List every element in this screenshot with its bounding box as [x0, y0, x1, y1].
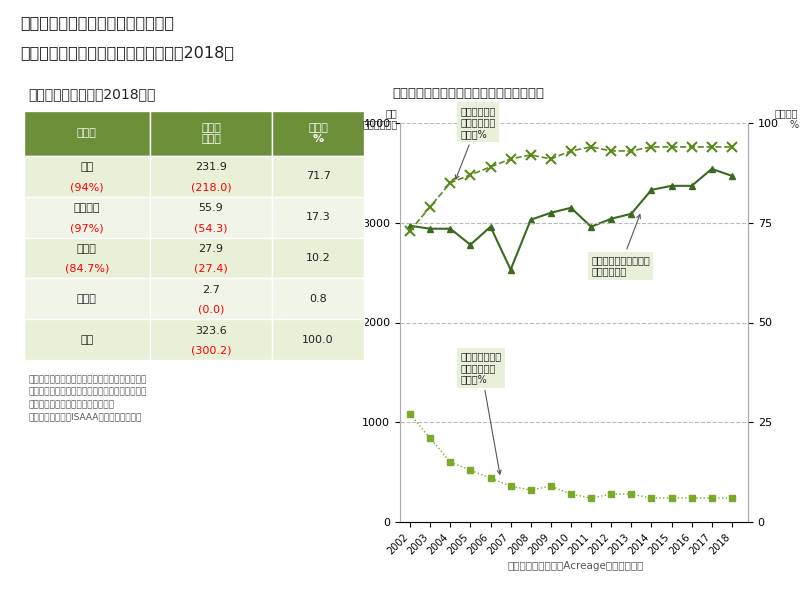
Text: (300.2): (300.2): [190, 346, 231, 355]
Text: その他: その他: [77, 294, 97, 304]
Text: 合計: 合計: [80, 335, 94, 344]
Text: (84.7%): (84.7%): [65, 264, 109, 274]
Text: 輸入量
万トン: 輸入量 万トン: [201, 122, 221, 144]
Text: 0.8: 0.8: [310, 294, 327, 304]
Text: 生産国: 生産国: [77, 128, 97, 139]
Text: (0.0): (0.0): [198, 305, 224, 314]
Text: (218.0): (218.0): [190, 182, 231, 192]
Text: 55.9: 55.9: [198, 203, 223, 213]
Text: シェア
%: シェア %: [308, 122, 328, 144]
Text: カナダ: カナダ: [77, 244, 97, 254]
Text: 17.3: 17.3: [306, 212, 330, 222]
Text: 231.9: 231.9: [195, 163, 227, 172]
Text: 最大輸出国・米国における栽培状況の推移: 最大輸出国・米国における栽培状況の推移: [392, 87, 544, 100]
Text: 遺伝子組換え
ダイズの作付
比率、%: 遺伝子組換え ダイズの作付 比率、%: [455, 106, 495, 179]
Text: 作付比率
%: 作付比率 %: [775, 108, 798, 130]
Text: 米国: 米国: [80, 163, 94, 172]
Text: (94%): (94%): [70, 182, 104, 192]
Text: 323.6: 323.6: [195, 326, 227, 335]
Text: 赤字は前年の各生産国でのダイズの全作付面積に
対する遺伝子組換えダイズの作付面積比率および
遺伝子組換えダイズの推定輸入量。
財務省貿易統計、ISAAA報告書よ: 赤字は前年の各生産国でのダイズの全作付面積に 対する遺伝子組換えダイズの作付面積…: [28, 375, 146, 421]
Text: 面積
万ヘクタール: 面積 万ヘクタール: [362, 108, 398, 130]
Text: 71.7: 71.7: [306, 172, 330, 181]
Text: 10.2: 10.2: [306, 253, 330, 263]
Text: 100.0: 100.0: [302, 335, 334, 344]
Text: 2.7: 2.7: [202, 285, 220, 295]
Text: 非遺伝子組換え
ダイズの作付
比率、%: 非遺伝子組換え ダイズの作付 比率、%: [460, 351, 502, 474]
Text: 日本への輸入状況（2018年）: 日本への輸入状況（2018年）: [28, 87, 155, 101]
Text: 最大輸出国における栽培状況の推移（2018）: 最大輸出国における栽培状況の推移（2018）: [20, 45, 234, 60]
Text: 27.9: 27.9: [198, 244, 223, 254]
Text: (97%): (97%): [70, 223, 104, 233]
Text: ダイズの全作付面積、
万ヘクタール: ダイズの全作付面積、 万ヘクタール: [591, 215, 650, 277]
Text: (54.3): (54.3): [194, 223, 228, 233]
Text: ブラジル: ブラジル: [74, 203, 100, 213]
Text: 日本のダイズの主要な輸入相手先と: 日本のダイズの主要な輸入相手先と: [20, 15, 174, 30]
Text: (27.4): (27.4): [194, 264, 228, 274]
Text: （アメリカ農務省「Acreage」より作成）: （アメリカ農務省「Acreage」より作成）: [508, 561, 644, 571]
